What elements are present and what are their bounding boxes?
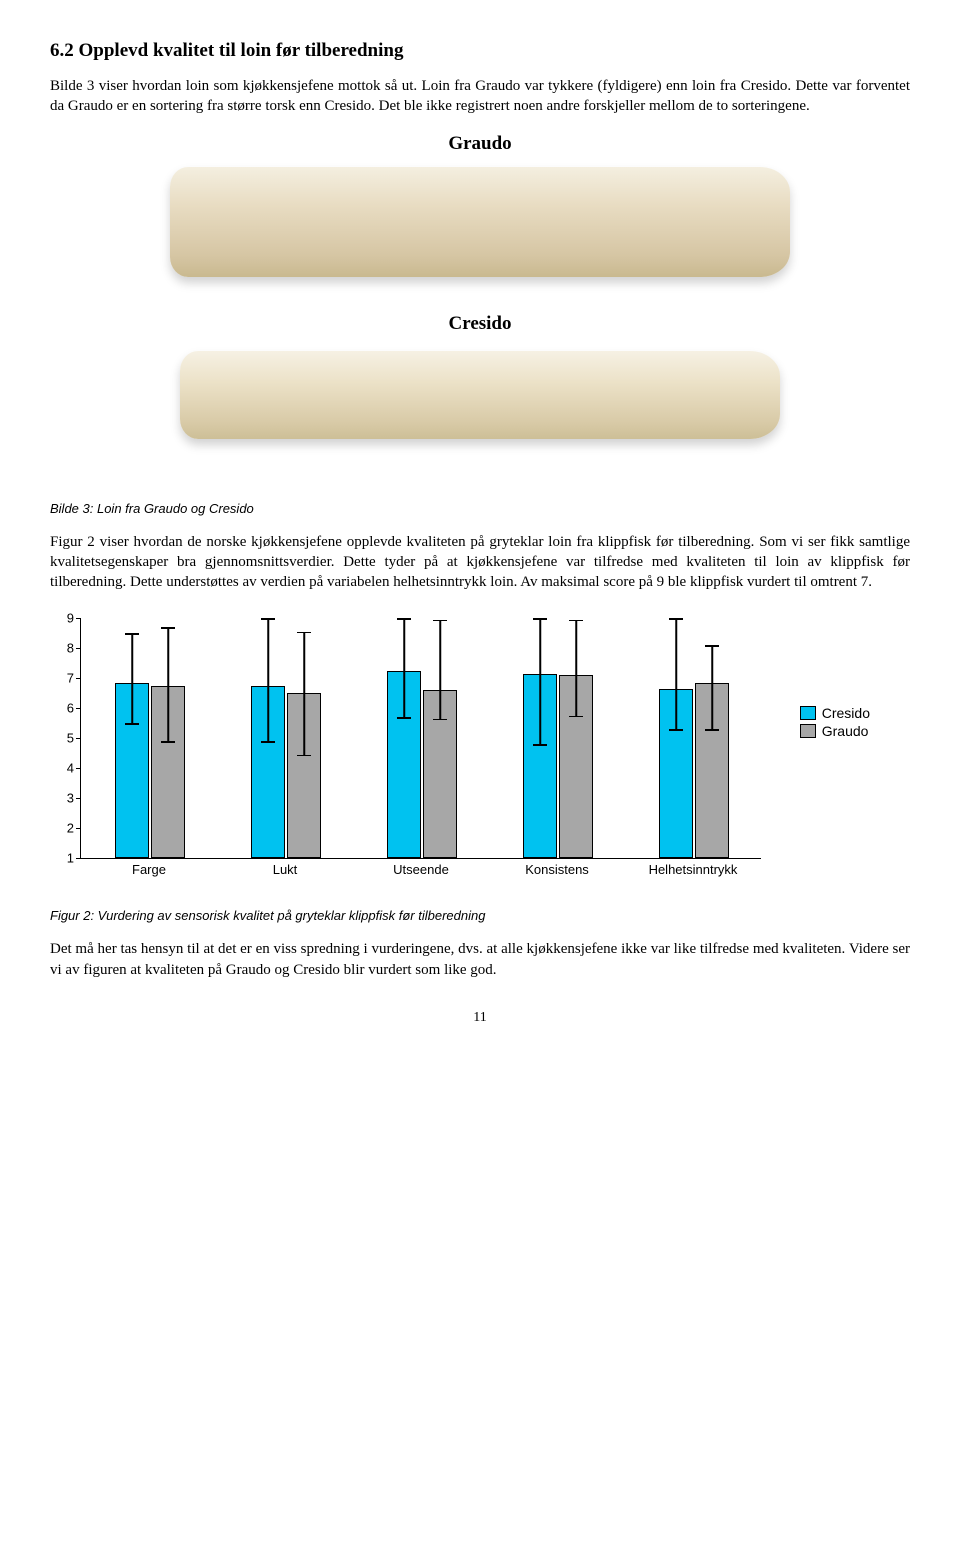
bilde-caption: Bilde 3: Loin fra Graudo og Cresido [50,501,910,516]
error-bar [675,618,677,729]
legend-swatch [800,706,816,720]
y-tick-label: 4 [54,761,74,776]
error-bar [131,633,133,723]
y-tick-label: 5 [54,731,74,746]
error-bar [711,645,713,729]
legend-label: Cresido [822,705,870,721]
page-number: 11 [50,1010,910,1026]
paragraph-3: Det må her tas hensyn til at det er en v… [50,939,910,980]
legend-label: Graudo [822,723,869,739]
section-heading: 6.2 Opplevd kvalitet til loin før tilber… [50,40,910,62]
legend-swatch [800,724,816,738]
fish-cresido [180,351,780,439]
x-tick-label: Lukt [273,862,298,877]
y-tick-label: 8 [54,641,74,656]
y-tick-label: 3 [54,791,74,806]
error-bar [403,618,405,717]
bar-chart: 123456789 CresidoGraudo FargeLuktUtseend… [50,618,870,898]
paragraph-2: Figur 2 viser hvordan de norske kjøkkens… [50,532,910,593]
legend-item-cresido: Cresido [800,705,870,721]
error-bar [267,618,269,741]
fish-label-graudo: Graudo [448,133,511,155]
chart-legend: Cresido Graudo [800,703,870,741]
y-tick-label: 2 [54,821,74,836]
paragraph-1: Bilde 3 viser hvordan loin som kjøkkensj… [50,76,910,117]
figur-caption: Figur 2: Vurdering av sensorisk kvalitet… [50,908,910,923]
y-tick-label: 1 [54,851,74,866]
error-bar [575,620,577,716]
legend-item-graudo: Graudo [800,723,870,739]
error-bar [303,632,305,755]
error-bar [439,620,441,719]
error-bar [167,627,169,741]
x-tick-label: Konsistens [525,862,589,877]
x-tick-label: Farge [132,862,166,877]
error-bar [539,618,541,744]
y-tick-label: 7 [54,671,74,686]
plot-area [80,618,761,859]
fish-photo: Graudo Cresido [50,131,910,491]
fish-label-cresido: Cresido [449,313,512,335]
y-axis: 123456789 [50,618,78,858]
y-tick-label: 9 [54,611,74,626]
y-tick-label: 6 [54,701,74,716]
fish-graudo [170,167,790,277]
x-tick-label: Utseende [393,862,449,877]
x-tick-label: Helhetsinntrykk [649,862,738,877]
